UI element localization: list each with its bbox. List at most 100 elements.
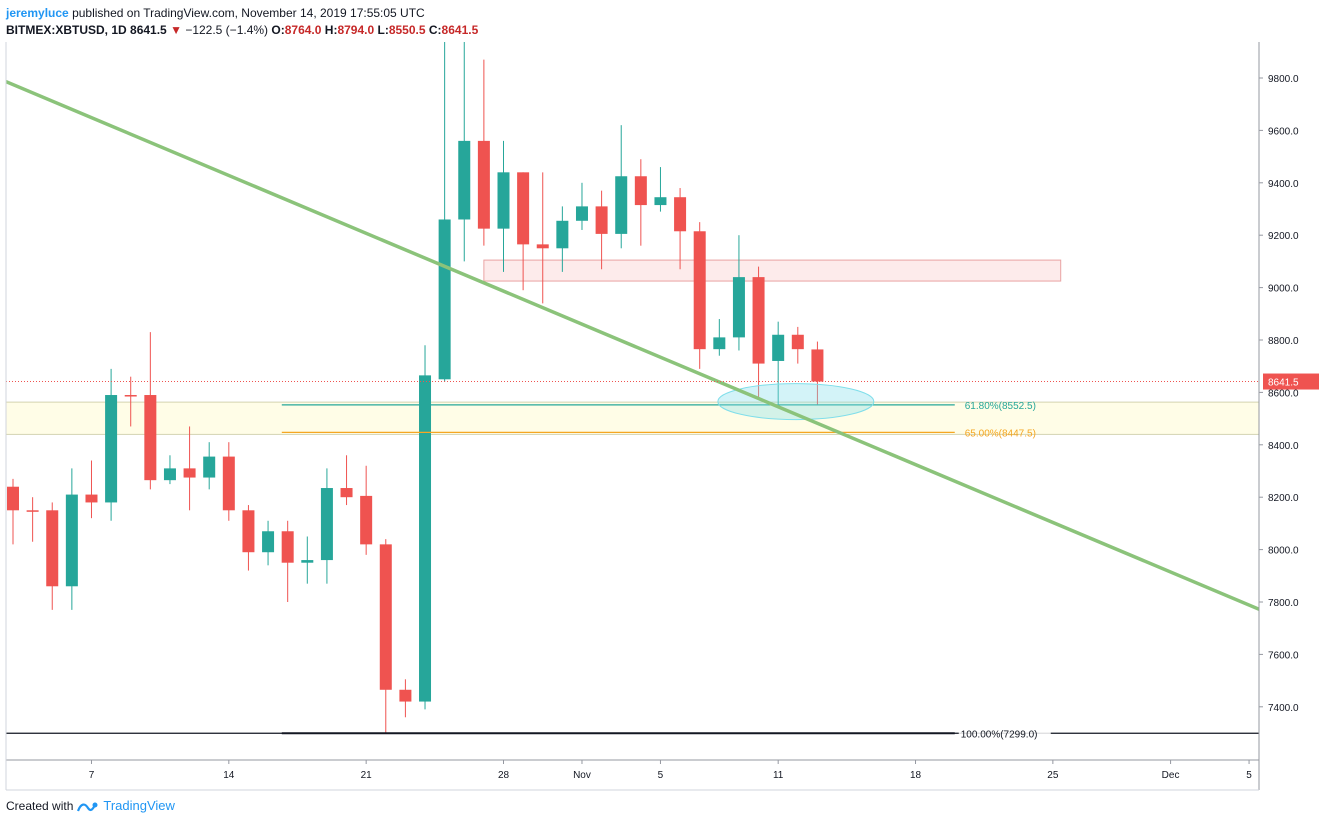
candle-body (360, 495, 373, 545)
candle-body (811, 349, 824, 382)
plot-background[interactable] (6, 42, 1259, 760)
highlight-ellipse[interactable] (717, 383, 875, 421)
time-tick-label: 5 (658, 770, 664, 781)
low-value: 8550.5 (388, 23, 426, 37)
candle-body (65, 494, 78, 587)
candle[interactable] (399, 679, 412, 718)
chart-header: jeremyluce published on TradingView.com,… (6, 5, 478, 39)
candle-body (654, 197, 667, 206)
candle[interactable] (713, 319, 726, 356)
candle-body (772, 334, 785, 361)
candle-body (26, 510, 39, 512)
candle-body (693, 231, 706, 350)
time-tick-label: 7 (89, 770, 95, 781)
candle[interactable] (222, 442, 235, 521)
candle[interactable] (477, 59, 490, 246)
resistance-zone[interactable] (483, 259, 1062, 282)
candle-body (713, 337, 726, 350)
candle-body (281, 531, 294, 563)
candle[interactable] (360, 465, 373, 555)
high-value: 8794.0 (337, 23, 375, 37)
candle[interactable] (262, 520, 275, 566)
time-tick-label: 21 (361, 770, 373, 781)
created-with-label: Created with (6, 798, 74, 813)
plot-area[interactable] (6, 42, 1259, 760)
candle[interactable] (674, 188, 687, 270)
candle[interactable] (105, 368, 118, 521)
candle[interactable] (340, 455, 353, 506)
candle[interactable] (379, 539, 392, 733)
candle[interactable] (438, 26, 451, 382)
price-tick-label: 8000.0 (1268, 546, 1299, 557)
time-tick-label: 25 (1047, 770, 1059, 781)
candle-body (732, 277, 745, 338)
change-value: −122.5 (−1.4%) (185, 23, 269, 37)
last-price-value: 8641.5 (130, 23, 167, 37)
price-tick-label: 7800.0 (1268, 598, 1299, 609)
candle-body (399, 689, 412, 702)
candle[interactable] (301, 536, 314, 584)
time-tick-label: Dec (1162, 770, 1180, 781)
candle[interactable] (575, 182, 588, 230)
candle-body (497, 172, 510, 229)
trendline[interactable] (5, 79, 1267, 612)
candle[interactable] (242, 505, 255, 571)
candle-body (752, 277, 765, 364)
time-tick-label: 11 (773, 770, 784, 781)
candle-body (7, 486, 19, 511)
tradingview-brand-link[interactable]: TradingView (103, 798, 175, 813)
support-zone[interactable] (6, 401, 1259, 435)
fib-label-bg (958, 726, 1051, 739)
price-tick-label: 8200.0 (1268, 493, 1299, 504)
low-label: L: (377, 23, 389, 37)
candle[interactable] (85, 460, 98, 519)
candle[interactable] (497, 140, 510, 272)
candle[interactable] (556, 206, 569, 272)
price-tick-label: 9000.0 (1268, 284, 1299, 295)
candle[interactable] (536, 172, 549, 304)
candle[interactable] (26, 497, 39, 542)
candle[interactable] (163, 455, 176, 485)
candle[interactable] (203, 442, 216, 490)
candle[interactable] (124, 376, 137, 427)
candle[interactable] (7, 478, 19, 545)
candle[interactable] (419, 345, 432, 710)
candle[interactable] (281, 520, 294, 602)
candle-body (124, 395, 137, 397)
candle[interactable] (654, 167, 667, 212)
candle[interactable] (752, 266, 765, 398)
symbol-label[interactable]: BITMEX:XBTUSD, 1D (6, 23, 127, 37)
time-tick-label: 14 (223, 770, 235, 781)
footer: Created with TradingView (6, 798, 175, 813)
candle[interactable] (791, 326, 804, 364)
candle[interactable] (320, 468, 333, 584)
candle[interactable] (772, 321, 785, 406)
candle[interactable] (458, 0, 471, 262)
candle-body (595, 206, 608, 234)
candle[interactable] (811, 341, 824, 406)
candle-body (183, 468, 196, 478)
price-tick-label: 8600.0 (1268, 388, 1299, 399)
candle[interactable] (46, 502, 59, 610)
high-label: H: (324, 23, 338, 37)
candle-body (144, 395, 157, 481)
candle-body (615, 176, 628, 234)
price-tick-label: 9600.0 (1268, 126, 1299, 137)
candle-body (634, 176, 647, 206)
candle[interactable] (144, 332, 157, 490)
candle[interactable] (732, 235, 745, 351)
time-tick-label: 28 (498, 770, 510, 781)
candle[interactable] (595, 190, 608, 270)
author-link[interactable]: jeremyluce (6, 6, 69, 20)
price-tick-label: 8800.0 (1268, 336, 1299, 347)
candle[interactable] (517, 172, 530, 291)
candle[interactable] (615, 125, 628, 249)
candle[interactable] (183, 426, 196, 511)
candle-body (575, 206, 588, 221)
candle[interactable] (65, 468, 78, 610)
candle[interactable] (693, 222, 706, 369)
price-tick-label: 9800.0 (1268, 74, 1299, 85)
candle[interactable] (634, 159, 647, 246)
candle-body (320, 488, 333, 561)
